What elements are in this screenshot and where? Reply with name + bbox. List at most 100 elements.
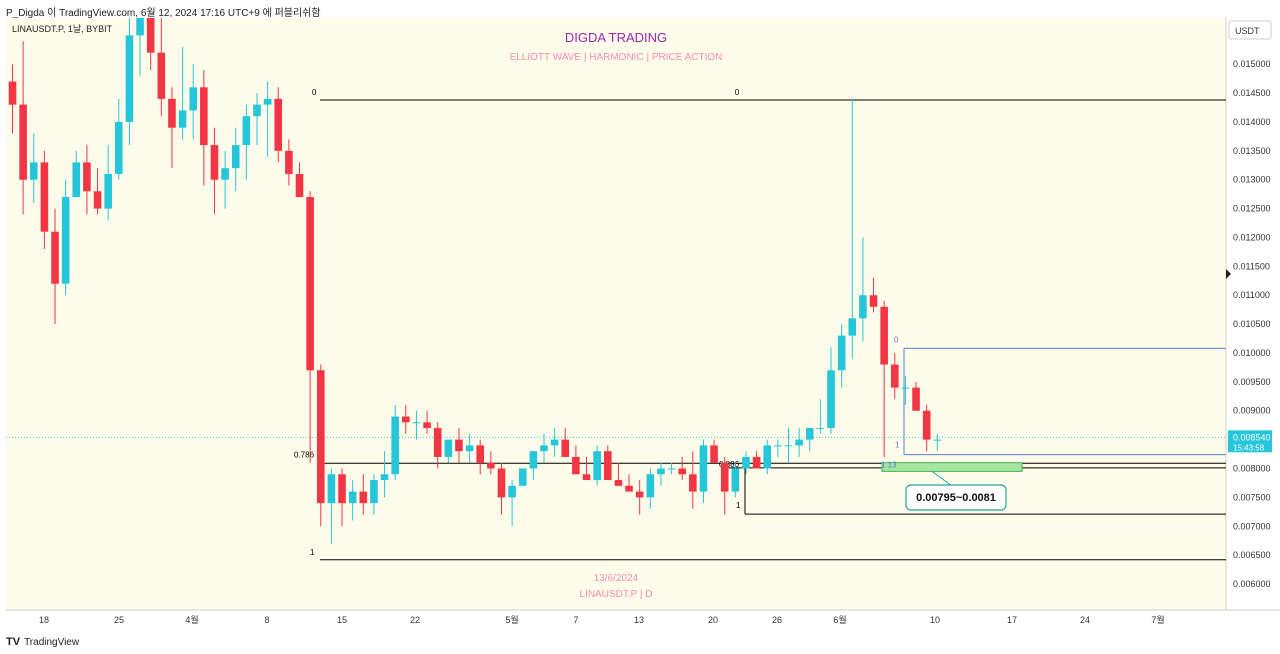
y-tick-label: 0.006000	[1233, 579, 1271, 589]
candle-body	[922, 410, 931, 440]
candle-body	[338, 474, 346, 504]
currency-label: USDT	[1235, 26, 1260, 36]
fib-left-1-label: 1	[310, 548, 315, 557]
current-price-value: 0.008540	[1233, 432, 1271, 442]
candle-body	[29, 162, 38, 180]
fib-left-0786-label: 0.786	[294, 450, 315, 459]
candle-body	[550, 439, 559, 446]
candle-body	[178, 110, 187, 128]
candle-body	[890, 364, 899, 388]
candle-body	[572, 456, 580, 475]
tradingview-logo-icon: TV	[6, 636, 21, 648]
candle-body	[859, 295, 867, 319]
y-tick-label: 0.011500	[1233, 261, 1270, 271]
candle-body	[933, 439, 942, 441]
candle-body	[625, 485, 633, 492]
candle-body	[518, 468, 527, 486]
plot-background	[6, 18, 1226, 610]
x-tick-label: 4월	[185, 614, 198, 625]
candle-body	[476, 445, 485, 463]
candle-body	[221, 168, 229, 180]
tradingview-footer: TV TradingView	[6, 636, 79, 648]
candle-body	[646, 474, 655, 498]
candle-body	[667, 468, 676, 470]
candle-body	[657, 468, 665, 475]
candle-body	[391, 416, 399, 475]
candle-body	[582, 474, 591, 481]
candle-body	[444, 439, 453, 457]
candle-body	[412, 422, 421, 424]
candle-body	[115, 121, 123, 174]
candle-body	[274, 98, 283, 151]
countdown-timer: 15:43:58	[1233, 443, 1265, 452]
candle-body	[327, 474, 336, 504]
candle-body	[189, 87, 198, 111]
candle-body	[8, 81, 17, 105]
candle-body	[593, 451, 601, 481]
target-zone-box	[881, 462, 1023, 472]
candle-body	[614, 480, 623, 486]
x-tick-label: 6월	[833, 614, 846, 625]
fib-right-1-label: 1	[895, 441, 900, 450]
y-tick-label: 0.014000	[1233, 117, 1271, 127]
candle-body	[19, 104, 27, 180]
candle-body	[689, 474, 697, 492]
candle-body	[635, 491, 644, 498]
callout-pointer	[931, 470, 953, 487]
x-tick-label: 10	[930, 615, 940, 625]
y-tick-label: 0.013000	[1233, 175, 1271, 185]
candle-body	[316, 370, 325, 504]
y-tick-label: 0.014500	[1233, 88, 1271, 98]
candle-body	[348, 491, 357, 504]
candle-body	[200, 87, 208, 146]
y-tick-label: 0.006500	[1233, 550, 1271, 560]
symbol-watermark: LINAUSDT.P | D	[580, 589, 653, 600]
y-tick-label: 0.011000	[1233, 290, 1270, 300]
y-tick-label: 0.009000	[1233, 406, 1271, 416]
x-tick-label: 15	[337, 615, 347, 625]
symbol-info: LINAUSDT.P, 1날, BYBIT	[12, 24, 113, 34]
candle-body	[710, 445, 718, 463]
candle-body	[603, 451, 612, 481]
candle-body	[157, 52, 166, 99]
tradingview-brand: TradingView	[24, 636, 80, 648]
candle-body	[699, 445, 708, 492]
candle-body	[827, 370, 835, 429]
callout-box	[905, 484, 1007, 511]
candle-body	[359, 491, 368, 504]
candle-body	[168, 98, 176, 128]
candle-body	[306, 197, 314, 371]
y-tick-label: 0.013500	[1233, 146, 1271, 156]
date-watermark: 13/6/2024	[594, 573, 639, 584]
candle-body	[774, 445, 782, 447]
x-tick-label: 5월	[505, 614, 518, 625]
x-tick-label: 26	[772, 615, 782, 625]
candle-body	[263, 98, 272, 105]
price-chart[interactable]: 0.015000 0.014500 0.014000 0.013500 0.013000…	[0, 18, 1280, 636]
candle-body	[253, 104, 261, 117]
candle-body	[529, 451, 538, 469]
candle-body	[61, 197, 70, 284]
y-tick-label: 0.009500	[1233, 377, 1271, 387]
candle-body	[848, 318, 857, 336]
candle-body	[231, 145, 240, 169]
candle-body	[136, 18, 144, 36]
x-tick-label: 8	[264, 615, 269, 625]
candle-body	[83, 162, 91, 192]
candle-body	[295, 173, 304, 198]
candle-body	[433, 428, 442, 457]
candle-body	[731, 468, 740, 492]
candle-body	[869, 295, 878, 307]
candle-body	[508, 485, 516, 498]
y-tick-label: 0.010500	[1233, 319, 1271, 329]
y-tick-label: 0.012500	[1233, 204, 1271, 214]
candle-body	[465, 445, 474, 452]
brand-title: DIGDA TRADING	[565, 30, 667, 45]
x-tick-label: 13	[634, 615, 644, 625]
fib-left-0-label: 0	[312, 88, 317, 97]
x-tick-label: 20	[708, 615, 718, 625]
candle-body	[210, 145, 219, 180]
candle-body	[540, 445, 548, 452]
y-tick-label: 0.012000	[1233, 232, 1271, 242]
